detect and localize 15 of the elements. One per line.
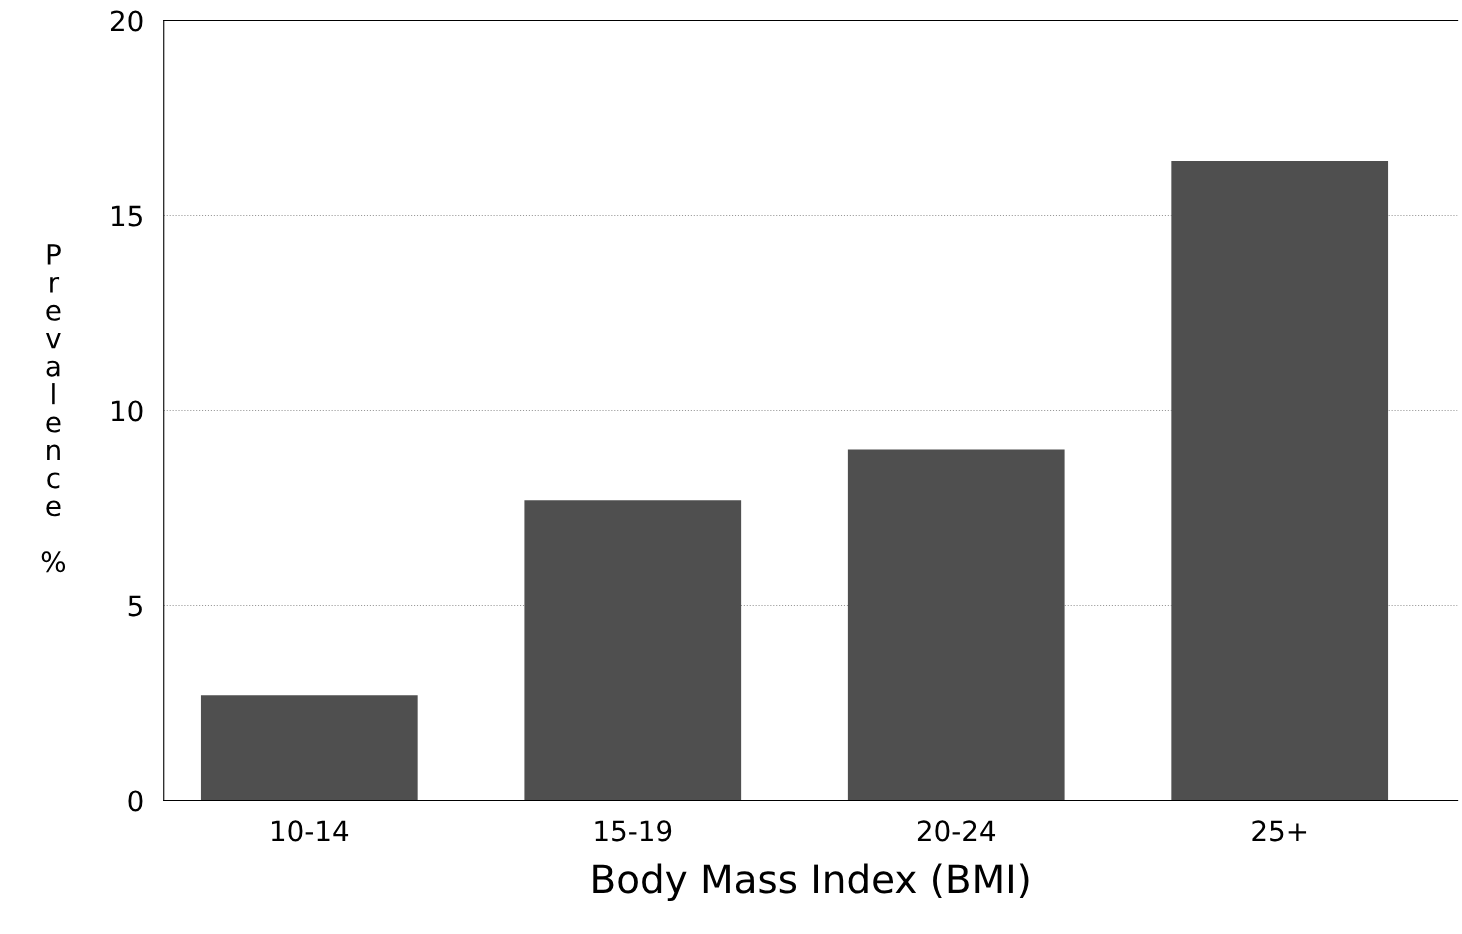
text: Prevalence % [41,244,66,573]
bar [847,449,1065,801]
x-tick-label: 25+ [1252,820,1307,842]
x-tick-label: 15-19 [595,820,672,842]
x-tick-label: 10-14 [272,820,349,842]
x-tick-label: 20-24 [917,820,996,842]
y-tick-label: 0 [128,790,143,812]
x-axis-title: Body Mass Index (BMI) [593,863,1029,902]
y-tick-label: 15 [112,205,142,227]
bar [1171,160,1389,801]
bar [524,500,742,801]
bar [200,695,418,801]
y-tick-label: 10 [112,400,143,422]
y-tick-label: 5 [128,595,142,617]
y-tick-label: 20 [110,10,143,32]
